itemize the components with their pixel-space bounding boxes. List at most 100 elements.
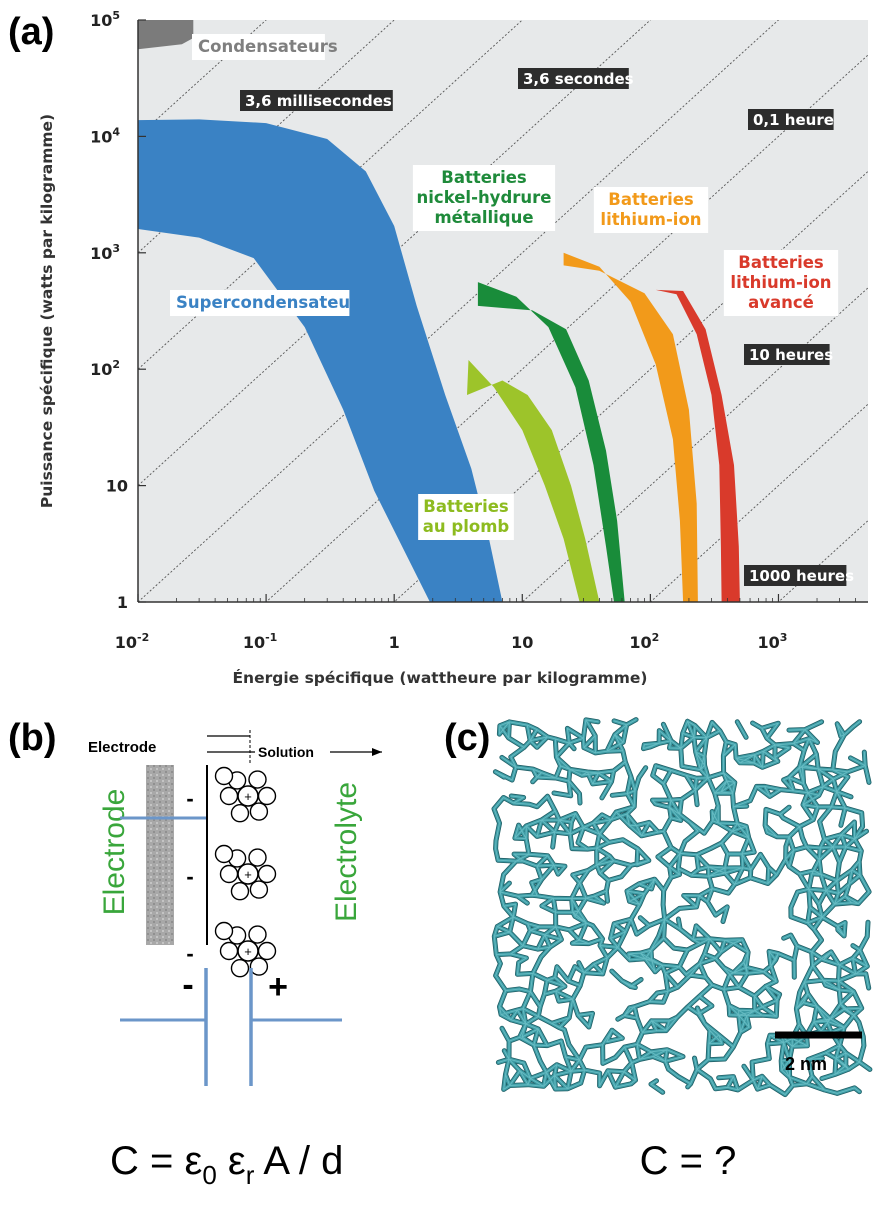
time-line-label-text: 0,1 heure xyxy=(753,111,834,129)
time-line-label-text: 10 heures xyxy=(749,346,833,364)
time-line-label: 0,1 heure xyxy=(748,109,834,130)
solvent-molecule xyxy=(248,848,267,867)
region-batteries-lithium-ion-avanc- xyxy=(655,289,740,602)
surface-charge: - xyxy=(186,941,193,966)
time-line xyxy=(649,403,868,602)
solvent-molecule xyxy=(248,770,267,789)
solvent-molecule xyxy=(214,844,234,864)
y-tick-label: 10 xyxy=(106,477,128,496)
solvent-molecule xyxy=(249,880,269,899)
carbon-bonds-highlight xyxy=(493,719,871,1096)
capacitor-symbol: - + xyxy=(120,966,342,1086)
region-label-text: Batteries xyxy=(738,253,824,272)
solution-arrowhead xyxy=(372,748,382,756)
capacitance-equation: C = ε0 εr A / d xyxy=(110,1139,343,1190)
scale-bar: 2 nm xyxy=(775,1031,862,1074)
solvent-molecule xyxy=(230,959,250,978)
region-label-text: métallique xyxy=(434,208,533,227)
panel-b-label: (b) xyxy=(8,717,57,759)
y-tick-label: 105 xyxy=(90,9,120,30)
region-label: Supercondensateurs xyxy=(170,290,368,316)
y-tick-label: 104 xyxy=(90,125,120,146)
surface-charge: - xyxy=(186,786,193,811)
capacitor-plus: + xyxy=(268,968,288,1006)
region-batteries-nickel-hydrure-m-tallique xyxy=(477,282,625,602)
electrode-side-label: Electrode xyxy=(98,789,131,916)
solvent-molecule xyxy=(219,864,239,884)
y-tick-label: 103 xyxy=(90,242,120,263)
solution-title: Solution xyxy=(258,744,314,760)
time-line-label-text: 3,6 millisecondes xyxy=(245,92,392,110)
capacitor-minus: - xyxy=(182,966,193,1004)
solvent-molecule xyxy=(249,957,269,976)
region-label-text: au plomb xyxy=(423,517,510,536)
x-axis-title: Énergie spécifique (wattheure par kilogr… xyxy=(232,668,647,687)
region-label-text: Batteries xyxy=(441,168,527,187)
time-line-label-text: 3,6 secondes xyxy=(523,70,634,88)
solvent-molecule xyxy=(257,786,277,806)
time-line-label: 10 heures xyxy=(744,344,833,365)
x-tick-label: 103 xyxy=(758,631,788,652)
surface-charge: - xyxy=(186,864,193,889)
region-batteries-lithium-ion xyxy=(563,252,698,602)
carbon-network xyxy=(491,717,873,1098)
cation-charge: + xyxy=(244,944,252,959)
unknown-capacitance: C = ? xyxy=(640,1139,737,1183)
y-tick-label: 102 xyxy=(90,358,120,379)
annotations: 3,6 millisecondes 3,6 secondes 0,1 heure 10… xyxy=(170,34,854,586)
electrode-title: Electrode xyxy=(88,739,156,756)
region-batteries-au-plomb xyxy=(467,360,600,602)
axes xyxy=(137,20,868,603)
region-supercondensateurs xyxy=(138,119,503,602)
region-label-text: Supercondensateurs xyxy=(176,293,368,312)
time-line-label: 3,6 secondes xyxy=(518,68,634,89)
panel-a-label: (a) xyxy=(8,11,54,53)
region-condensateurs xyxy=(138,20,194,50)
scale-bar-label: 2 nm xyxy=(785,1054,827,1074)
solvent-molecule xyxy=(230,804,250,823)
y-axis-title: Puissance spécifique (watts par kilogram… xyxy=(38,114,56,508)
ion-clusters: - + - + - + xyxy=(186,766,277,978)
solvent-molecule xyxy=(257,941,277,961)
time-line xyxy=(138,20,267,137)
solvent-molecule xyxy=(214,921,234,941)
solvent-molecule xyxy=(249,802,269,821)
cation-charge: + xyxy=(244,789,252,804)
time-line xyxy=(521,287,868,602)
electrolyte-side-label: Electrolyte xyxy=(330,782,363,922)
region-label-text: lithium-ion xyxy=(600,210,701,229)
x-tick-label: 10-1 xyxy=(243,631,278,652)
time-line-label: 1000 heures xyxy=(744,565,854,586)
solvent-molecule xyxy=(230,882,250,901)
x-tick-label: 10 xyxy=(511,633,533,652)
region-label-text: Condensateurs xyxy=(198,37,338,56)
region-label-text: nickel-hydrure xyxy=(417,188,552,207)
solvent-molecule xyxy=(219,786,239,806)
solvent-molecule xyxy=(257,864,277,884)
time-line xyxy=(138,20,780,602)
solvent-molecule xyxy=(219,941,239,961)
solvent-molecule xyxy=(214,766,234,786)
time-line xyxy=(138,20,652,486)
x-tick-label: 10-2 xyxy=(115,631,150,652)
region-label-text: Batteries xyxy=(423,497,509,516)
panel-c-label: (c) xyxy=(444,717,490,759)
region-label-text: avancé xyxy=(748,293,814,312)
time-line-label-text: 1000 heures xyxy=(749,567,854,585)
regions xyxy=(138,20,740,602)
x-tick-label: 102 xyxy=(629,631,659,652)
electrode-block xyxy=(146,765,174,945)
cation-charge: + xyxy=(244,867,252,882)
region-label: Condensateurs xyxy=(192,34,338,60)
region-label-text: lithium-ion xyxy=(730,273,831,292)
time-line-label: 3,6 millisecondes xyxy=(240,90,393,111)
x-tick-label: 1 xyxy=(389,633,400,652)
y-tick-label: 1 xyxy=(117,593,128,612)
solvent-molecule xyxy=(248,925,267,944)
region-label-text: Batteries xyxy=(608,190,694,209)
